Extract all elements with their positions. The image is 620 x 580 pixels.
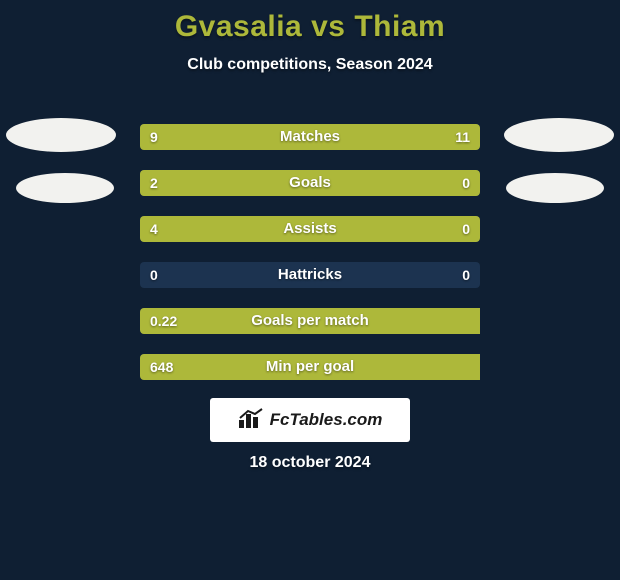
stat-label: Hattricks <box>140 262 480 288</box>
stat-row: 0.22Goals per match <box>140 308 480 334</box>
stat-fill-left <box>140 170 405 196</box>
bars-icon <box>238 408 264 433</box>
stat-row: 2Goals0 <box>140 170 480 196</box>
stat-fill-right <box>405 216 480 242</box>
stat-value-right: 0 <box>462 262 470 288</box>
stat-fill-right <box>405 170 480 196</box>
stat-fill-left <box>140 124 293 150</box>
stat-fill-left <box>140 354 480 380</box>
stat-row: 648Min per goal <box>140 354 480 380</box>
stat-fill-left <box>140 216 405 242</box>
stat-row: 4Assists0 <box>140 216 480 242</box>
stat-fill-left <box>140 308 480 334</box>
stat-fill-right <box>293 124 480 150</box>
source-badge: FcTables.com <box>210 398 410 442</box>
stat-row: 0Hattricks0 <box>140 262 480 288</box>
avatar-right-secondary <box>506 173 604 203</box>
vs-separator: vs <box>311 10 345 43</box>
avatar-left-primary <box>6 118 116 152</box>
subtitle: Club competitions, Season 2024 <box>0 56 620 74</box>
title: Gvasalia vs Thiam <box>0 0 620 44</box>
comparison-card: Gvasalia vs Thiam Club competitions, Sea… <box>0 0 620 580</box>
player-right-name: Thiam <box>354 10 445 43</box>
stat-value-left: 0 <box>150 262 158 288</box>
stat-row: 9Matches11 <box>140 124 480 150</box>
footer-date: 18 october 2024 <box>0 454 620 472</box>
player-left-name: Gvasalia <box>175 10 302 43</box>
avatar-right-primary <box>504 118 614 152</box>
stat-bars: 9Matches11 2Goals0 4Assists0 0Hattricks0 0.2… <box>140 124 480 400</box>
source-badge-text: FcTables.com <box>270 410 383 430</box>
avatar-left-secondary <box>16 173 114 203</box>
